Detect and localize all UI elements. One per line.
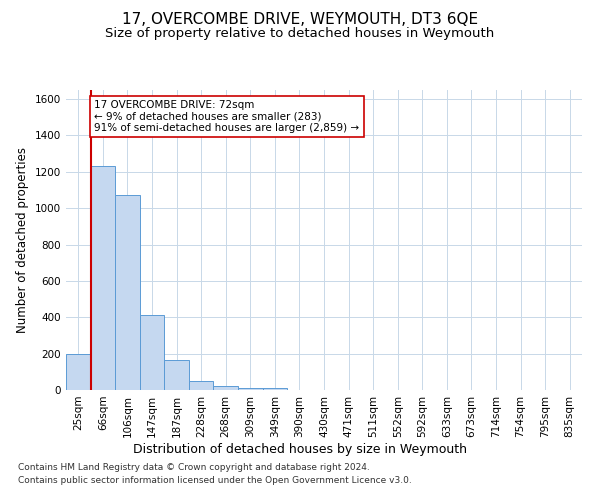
Bar [140, 316, 164, 390]
Bar [91, 166, 115, 390]
Text: Size of property relative to detached houses in Weymouth: Size of property relative to detached ho… [106, 28, 494, 40]
Bar [115, 196, 140, 390]
Text: Distribution of detached houses by size in Weymouth: Distribution of detached houses by size … [133, 442, 467, 456]
Text: 17, OVERCOMBE DRIVE, WEYMOUTH, DT3 6QE: 17, OVERCOMBE DRIVE, WEYMOUTH, DT3 6QE [122, 12, 478, 28]
Bar [66, 354, 91, 390]
Text: Contains public sector information licensed under the Open Government Licence v3: Contains public sector information licen… [18, 476, 412, 485]
Bar [189, 381, 214, 390]
Bar [238, 388, 263, 390]
Text: 17 OVERCOMBE DRIVE: 72sqm
← 9% of detached houses are smaller (283)
91% of semi-: 17 OVERCOMBE DRIVE: 72sqm ← 9% of detach… [94, 100, 359, 133]
Y-axis label: Number of detached properties: Number of detached properties [16, 147, 29, 333]
Bar [263, 388, 287, 390]
Bar [164, 360, 189, 390]
Text: Contains HM Land Registry data © Crown copyright and database right 2024.: Contains HM Land Registry data © Crown c… [18, 464, 370, 472]
Bar [214, 386, 238, 390]
